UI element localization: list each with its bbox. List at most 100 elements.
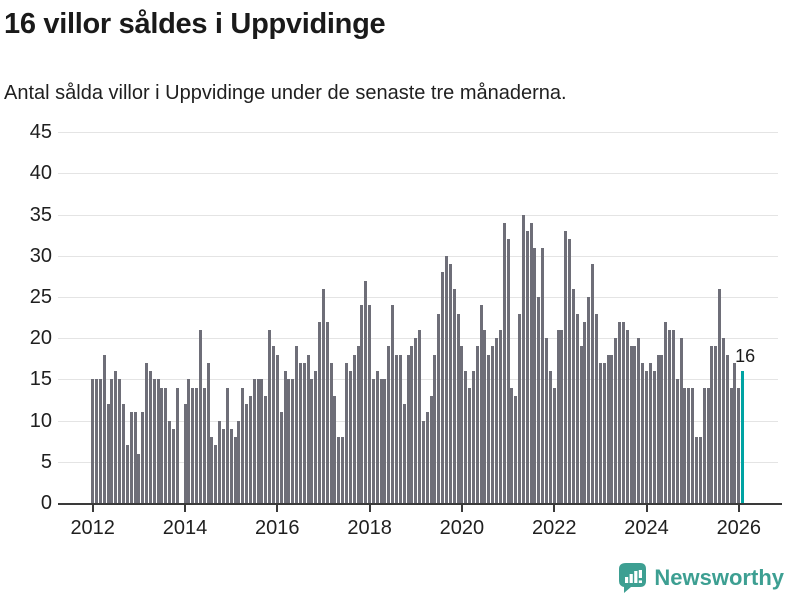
bar (287, 379, 291, 503)
bar (337, 437, 341, 503)
bar (221, 428, 225, 503)
bar (468, 387, 472, 503)
bar (695, 437, 699, 503)
bar (183, 404, 187, 503)
page-title: 16 villor såldes i Uppvidinge (4, 8, 386, 40)
bar (702, 387, 706, 503)
x-axis-tick (91, 505, 94, 512)
bar (333, 395, 337, 503)
bar (475, 346, 479, 503)
bar (187, 379, 191, 503)
bar (583, 321, 587, 503)
bar (479, 305, 483, 503)
bar (683, 387, 687, 503)
bar (483, 330, 487, 503)
last-value-annotation: 16 (735, 346, 756, 367)
bar (248, 395, 252, 503)
y-axis-tick-label: 15 (29, 368, 52, 391)
bar (110, 379, 114, 503)
bar (421, 420, 425, 503)
bar (156, 379, 160, 503)
bar (441, 272, 445, 503)
bar (418, 330, 422, 503)
bar (356, 346, 360, 503)
gridline-y-35 (58, 214, 778, 216)
x-axis-tick-label: 2014 (162, 517, 208, 539)
bar (456, 313, 460, 503)
bar (133, 412, 137, 503)
bar (241, 387, 245, 503)
bar (429, 395, 433, 503)
bar (298, 362, 302, 503)
y-axis-tick-label: 0 (40, 492, 52, 514)
bar (233, 437, 237, 503)
bar (160, 387, 164, 503)
bar (614, 338, 618, 503)
bar (721, 338, 725, 503)
bar (268, 330, 272, 503)
bar (148, 371, 152, 503)
bar (525, 231, 529, 503)
bar (568, 239, 572, 503)
bar (571, 288, 575, 503)
bar (556, 330, 560, 503)
bar (283, 371, 287, 503)
bar (598, 362, 602, 503)
newsworthy-wordmark: Newsworthy (654, 564, 784, 590)
bar (648, 362, 652, 503)
bar (191, 387, 195, 503)
bar (606, 354, 610, 503)
bar (325, 321, 329, 503)
gridline-y-30 (58, 255, 778, 257)
bar (310, 379, 314, 503)
x-axis-tick (460, 505, 463, 512)
bar (698, 437, 702, 503)
y-axis-tick-label: 40 (29, 162, 52, 185)
bar (445, 255, 449, 503)
bar (198, 330, 202, 503)
bar (710, 346, 714, 503)
bar (645, 371, 649, 503)
bar (195, 387, 199, 503)
bar (671, 330, 675, 503)
bar (395, 354, 399, 503)
x-axis-tick (737, 505, 740, 512)
bar (106, 404, 110, 503)
bar (587, 297, 591, 503)
y-axis-tick-label: 25 (29, 286, 52, 309)
bar (560, 330, 564, 503)
bar (491, 346, 495, 503)
bar (252, 379, 256, 503)
bar (718, 288, 722, 503)
bar (637, 338, 641, 503)
bar (591, 264, 595, 503)
bar (98, 379, 102, 503)
bar (348, 371, 352, 503)
bar (641, 362, 645, 503)
y-axis-tick-label: 5 (40, 450, 52, 473)
gridline-y-20 (58, 338, 778, 340)
bar (379, 379, 383, 503)
bar (345, 362, 349, 503)
x-axis-tick (276, 505, 279, 512)
bar (679, 338, 683, 503)
bar (329, 362, 333, 503)
x-axis-tick (645, 505, 648, 512)
y-axis-tick-label: 35 (29, 203, 52, 226)
bar (737, 387, 741, 503)
bar (137, 453, 141, 503)
newsworthy-logo[interactable]: Newsworthy (618, 562, 784, 593)
bar (406, 354, 410, 503)
bar (321, 288, 325, 503)
x-axis-tick-label: 2026 (716, 517, 762, 539)
bar (552, 387, 556, 503)
bar (545, 338, 549, 503)
bar (537, 297, 541, 503)
bar (302, 362, 306, 503)
x-axis-tick-label: 2024 (624, 517, 669, 539)
y-axis-tick-label: 30 (29, 244, 52, 267)
gridline-y-15 (58, 379, 778, 381)
bar (229, 428, 233, 503)
bar (364, 280, 368, 503)
